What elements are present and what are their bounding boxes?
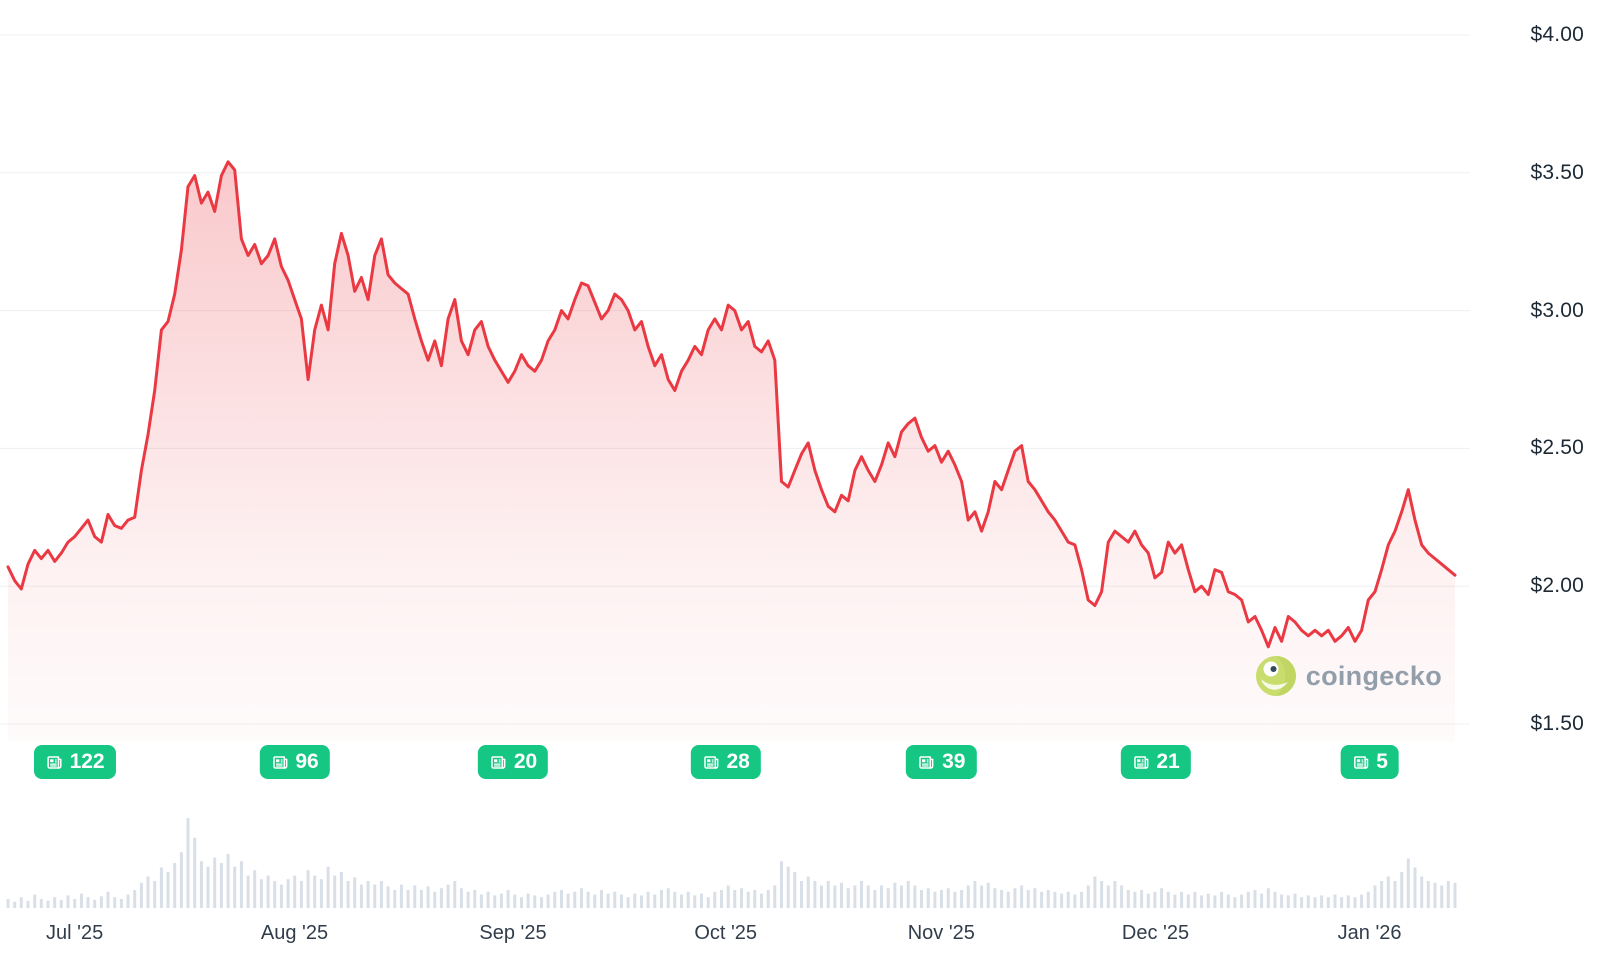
newspaper-icon	[917, 753, 936, 772]
gecko-logo-icon	[1255, 656, 1296, 696]
news-count: 122	[69, 750, 105, 773]
price-area	[8, 161, 1455, 743]
news-badges-row: 122 96 20 28 39 21 5	[0, 745, 1600, 781]
news-badge[interactable]: 21	[1120, 745, 1191, 779]
newspaper-icon	[45, 753, 64, 772]
news-count: 96	[295, 750, 319, 773]
news-badge[interactable]: 5	[1340, 745, 1399, 779]
news-count: 21	[1156, 750, 1180, 773]
newspaper-icon	[702, 753, 721, 772]
newspaper-icon	[270, 753, 289, 772]
newspaper-icon	[1351, 753, 1370, 772]
news-badge[interactable]: 20	[477, 745, 549, 779]
news-count: 20	[513, 750, 538, 773]
watermark: coingecko	[1255, 655, 1442, 697]
news-badge[interactable]: 122	[33, 745, 116, 779]
price-line	[6, 160, 1457, 649]
news-badge[interactable]: 39	[906, 745, 977, 779]
watermark-text: coingecko	[1305, 660, 1442, 691]
news-count: 39	[942, 750, 966, 773]
news-count: 5	[1376, 750, 1388, 773]
news-badge[interactable]: 28	[690, 745, 761, 779]
volume-bars	[6, 818, 1457, 908]
newspaper-icon	[1131, 753, 1150, 772]
news-badge[interactable]: 96	[259, 745, 330, 779]
news-count: 28	[726, 750, 750, 773]
newspaper-icon	[489, 753, 508, 772]
